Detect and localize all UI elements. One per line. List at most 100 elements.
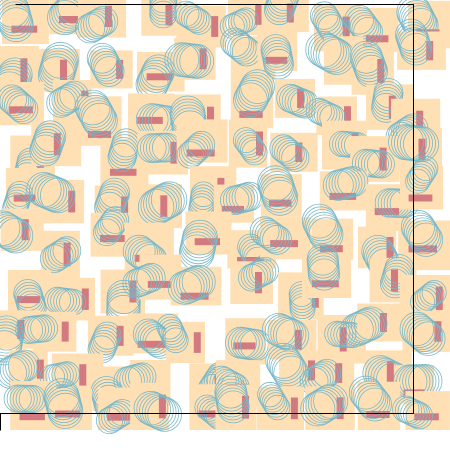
pattern-tile <box>74 89 122 146</box>
tile-circle <box>32 126 65 158</box>
tile-circle <box>0 327 23 363</box>
tile-bar <box>207 106 214 132</box>
tile-circle <box>92 53 124 85</box>
tile-circle <box>267 0 298 17</box>
tile-circle <box>77 11 108 43</box>
tile-circle <box>0 321 24 357</box>
tile-circle <box>181 137 209 165</box>
tile-circle <box>140 57 174 91</box>
tile-bar <box>20 58 28 83</box>
tile-circle <box>139 393 174 429</box>
tile-circle <box>358 387 392 422</box>
tile-circle <box>399 311 434 347</box>
tile-circle <box>0 1 32 37</box>
pattern-tile <box>75 0 127 44</box>
tile-circle <box>274 138 303 167</box>
tile-circle <box>0 4 33 40</box>
tile-circle <box>259 171 296 208</box>
tile-bar <box>379 147 387 171</box>
pattern-tile <box>8 270 51 323</box>
tile-circle <box>405 217 440 252</box>
tile-circle <box>303 206 339 242</box>
tile-circle <box>163 327 189 354</box>
tile-circle <box>350 378 385 412</box>
tile-circle <box>417 283 443 309</box>
tile-circle <box>373 78 404 108</box>
tile-circle <box>93 56 125 87</box>
tile-circle <box>173 268 208 303</box>
tile-circle <box>259 223 290 254</box>
tile-circle <box>3 384 32 413</box>
tile-circle <box>270 350 307 387</box>
tile-bar <box>339 327 347 352</box>
tile-circle <box>157 316 184 343</box>
tile-circle <box>176 267 211 302</box>
tile-circle <box>220 27 250 58</box>
tile-circle <box>74 89 111 126</box>
tile-background <box>77 0 127 38</box>
tile-circle <box>268 347 305 384</box>
tile-circle <box>40 177 76 214</box>
tile-circle <box>396 21 429 55</box>
tile-circle <box>94 216 123 244</box>
tile-circle <box>80 10 111 41</box>
tile-bar <box>221 205 244 213</box>
pattern-tile <box>164 37 216 80</box>
tile-circle <box>88 45 119 77</box>
tile-circle <box>238 134 265 161</box>
tile-circle <box>0 330 22 366</box>
tile-circle <box>139 59 173 93</box>
pattern-tile <box>400 155 444 210</box>
pattern-tile <box>179 211 232 271</box>
tile-circle <box>222 29 253 59</box>
tile-circle <box>302 389 338 425</box>
tile-circle <box>156 313 183 340</box>
tile-circle <box>310 34 347 71</box>
tile-bar <box>146 73 173 81</box>
pattern-tile <box>302 243 352 298</box>
tile-circle <box>249 216 280 247</box>
tile-circle <box>76 92 112 128</box>
pattern-tile <box>230 256 279 304</box>
tile-circle <box>89 48 121 79</box>
tile-circle <box>257 381 283 408</box>
tile-circle <box>349 40 383 74</box>
tile-circle <box>405 168 431 194</box>
tile-circle <box>305 211 341 247</box>
tile-circle <box>91 50 122 82</box>
tile-circle <box>404 215 439 250</box>
tile-circle <box>406 166 432 192</box>
pattern-tile <box>395 18 446 70</box>
tile-circle <box>257 165 294 202</box>
tile-circle <box>143 185 180 223</box>
tile-circle <box>136 392 172 427</box>
pattern-tile <box>300 383 355 430</box>
tile-circle <box>401 313 437 349</box>
tile-bar <box>386 361 394 385</box>
tile-circle <box>307 214 343 250</box>
pattern-tile <box>340 303 406 347</box>
tile-circle <box>269 134 298 163</box>
tile-circle <box>408 163 434 189</box>
tile-bar <box>36 359 44 379</box>
tile-circle <box>231 182 262 213</box>
pattern-tile <box>214 375 257 430</box>
tile-circle <box>47 239 77 269</box>
pattern-tile <box>261 0 309 33</box>
pattern-tile <box>257 31 298 80</box>
tile-bar <box>61 321 69 342</box>
tile-circle <box>342 311 377 346</box>
tile-background <box>405 391 450 430</box>
pattern-tile <box>0 0 49 44</box>
tile-bar <box>211 16 219 37</box>
tile-circle <box>79 97 115 134</box>
tile-circle <box>0 0 31 31</box>
tile-circle <box>266 345 303 382</box>
tile-circle <box>180 5 207 32</box>
tile-circle <box>382 259 413 290</box>
tile-bar <box>160 195 168 218</box>
tile-circle <box>240 69 275 104</box>
tile-bar <box>87 130 112 138</box>
tile-circle <box>0 215 28 251</box>
tile-circle <box>236 77 271 112</box>
